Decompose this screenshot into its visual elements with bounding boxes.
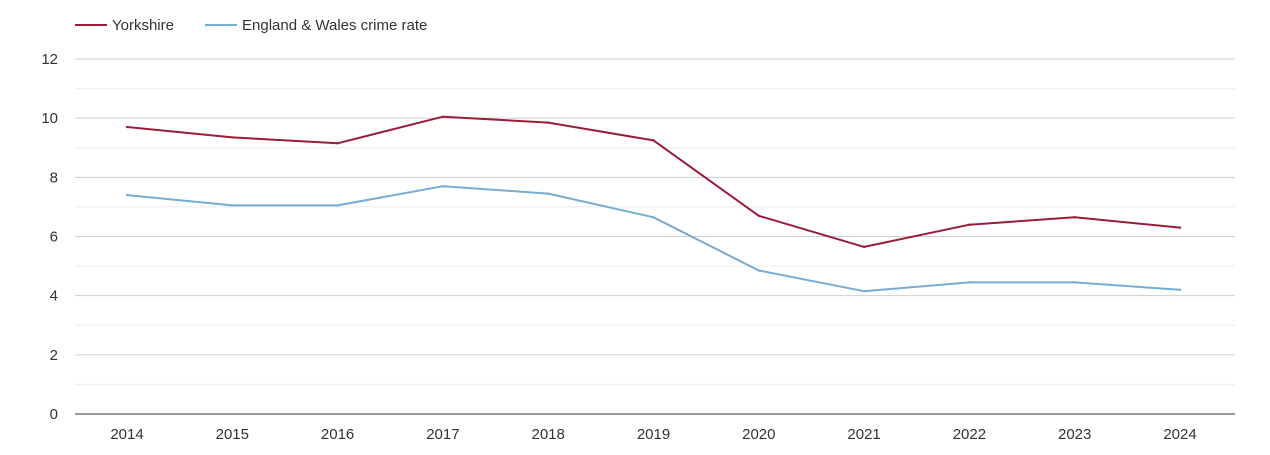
y-tick-label: 10	[41, 110, 58, 127]
data-point	[336, 204, 339, 207]
grid-layer	[75, 58, 1235, 385]
data-point	[652, 216, 655, 219]
y-tick-label: 6	[50, 229, 58, 246]
data-point	[231, 204, 234, 207]
axis-layer: 0 2 4 6 8 10 12 2014 2015 2016 2017 2018 2019 2020 202…	[41, 51, 1235, 443]
y-tick-label: 12	[41, 51, 58, 68]
legend-label: England & Wales crime rate	[242, 17, 427, 34]
x-tick-label: 2019	[637, 426, 670, 443]
y-tick-label: 4	[50, 288, 58, 305]
data-point	[862, 245, 866, 249]
data-point	[862, 290, 866, 293]
x-tick-label: 2017	[426, 426, 459, 443]
x-tick-label: 2018	[532, 426, 565, 443]
series-layer	[125, 115, 1182, 293]
x-tick-label: 2022	[953, 426, 986, 443]
data-point	[1178, 288, 1182, 291]
data-point	[231, 136, 234, 139]
data-point	[125, 125, 129, 129]
x-tick-label: 2015	[216, 426, 249, 443]
legend: Yorkshire England & Wales crime rate	[75, 17, 427, 34]
series-line-0	[126, 115, 1181, 248]
x-tick-label: 2023	[1058, 426, 1091, 443]
data-point	[125, 193, 129, 197]
series-line-1	[126, 185, 1181, 293]
y-tick-label: 0	[50, 406, 58, 423]
legend-label: Yorkshire	[112, 17, 174, 34]
data-point	[441, 185, 445, 188]
data-point	[757, 214, 760, 217]
data-point	[1073, 281, 1076, 284]
x-tick-label: 2024	[1163, 426, 1196, 443]
data-point	[968, 281, 971, 284]
data-point	[652, 139, 655, 142]
y-tick-label: 2	[50, 347, 58, 364]
y-tick-label: 8	[50, 169, 58, 186]
x-tick-label: 2016	[321, 426, 354, 443]
data-point	[968, 223, 971, 226]
data-point	[1073, 216, 1076, 219]
data-point	[336, 142, 339, 145]
data-point	[547, 192, 550, 195]
x-tick-label: 2021	[847, 426, 880, 443]
data-point	[547, 121, 550, 124]
x-tick-label: 2020	[742, 426, 775, 443]
x-tick-label: 2014	[110, 426, 143, 443]
data-point	[1178, 226, 1182, 229]
data-point	[441, 115, 445, 118]
data-point	[757, 269, 760, 272]
